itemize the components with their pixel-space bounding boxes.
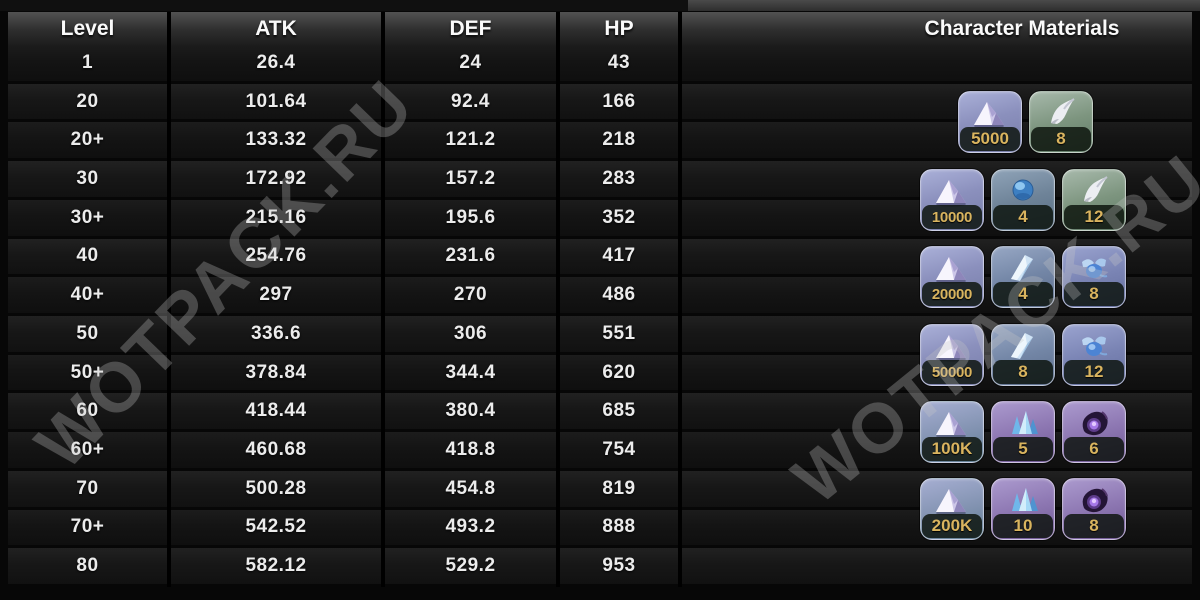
hp-cell: 620 [602, 361, 636, 383]
level-cell: 20+ [70, 129, 105, 151]
table-row: 20 101.64 92.4 166 [8, 83, 1192, 120]
atk-cell: 418.44 [245, 400, 307, 422]
atk-cell: 378.84 [245, 361, 307, 383]
level-cell: 30 [76, 167, 99, 189]
atk-cell: 542.52 [245, 516, 307, 538]
def-cell: 418.8 [445, 438, 496, 460]
table-row: 30 172.92 157.2 283 [8, 161, 1192, 197]
atk-cell: 582.12 [245, 555, 307, 577]
level-cell: 20 [76, 90, 99, 112]
def-cell: 195.6 [445, 206, 496, 228]
def-cell: 306 [453, 322, 488, 344]
hp-cell: 218 [602, 129, 636, 151]
hp-cell: 352 [602, 206, 636, 228]
atk-cell: 500.28 [245, 477, 307, 499]
def-cell: 157.2 [445, 167, 496, 189]
hp-cell: 486 [602, 284, 636, 306]
table-row: 60 418.44 380.4 685 [8, 393, 1192, 430]
def-cell: 92.4 [451, 90, 490, 112]
hp-cell: 551 [602, 322, 636, 344]
def-cell: 344.4 [445, 361, 496, 383]
grid-line [678, 12, 682, 587]
table-row: 1 26.4 24 43 [8, 45, 1192, 81]
def-cell: 380.4 [445, 400, 496, 422]
column-header-def: DEF [449, 16, 492, 40]
atk-cell: 297 [259, 284, 293, 306]
table-body: 1 26.4 24 43 20 101.64 92.4 166 20+ 133.32 121.2 21… [8, 45, 1192, 587]
column-header-character-materials: Character Materials [924, 16, 1120, 40]
column-header-atk: ATK [255, 16, 297, 40]
hp-cell: 754 [602, 438, 636, 460]
hp-cell: 166 [602, 90, 636, 112]
table-row: 50+ 378.84 344.4 620 [8, 354, 1192, 391]
atk-cell: 101.64 [245, 90, 307, 112]
table-row: 70 500.28 454.8 819 [8, 470, 1192, 507]
table-header-row: Level ATK DEF HP Character Materials [8, 12, 1192, 45]
table-row: 20+ 133.32 121.2 218 [8, 122, 1192, 159]
level-cell: 50 [76, 322, 99, 344]
hp-cell: 283 [602, 167, 636, 189]
hp-cell: 685 [602, 400, 636, 422]
hp-cell: 888 [602, 516, 636, 538]
table-row: 30+ 215.16 195.6 352 [8, 199, 1192, 236]
level-cell: 50+ [70, 361, 105, 383]
column-header-level: Level [60, 16, 115, 40]
hp-cell: 43 [607, 51, 631, 73]
level-cell: 70 [76, 477, 99, 499]
def-cell: 529.2 [445, 555, 496, 577]
atk-cell: 460.68 [245, 438, 307, 460]
def-cell: 454.8 [445, 477, 496, 499]
atk-cell: 336.6 [250, 322, 302, 344]
column-header-hp: HP [604, 16, 634, 40]
def-cell: 24 [459, 51, 482, 73]
atk-cell: 254.76 [245, 245, 307, 267]
hp-cell: 953 [602, 555, 636, 577]
level-cell: 70+ [70, 516, 105, 538]
hp-cell: 417 [602, 245, 636, 267]
level-cell: 80 [76, 555, 99, 577]
def-cell: 231.6 [445, 245, 496, 267]
atk-cell: 26.4 [256, 51, 296, 73]
grid-line [167, 12, 171, 587]
table-row: 40+ 297 270 486 [8, 277, 1192, 313]
top-strip-right [688, 0, 1200, 11]
table-row: 40 254.76 231.6 417 [8, 238, 1192, 275]
level-cell: 60+ [70, 438, 105, 460]
table-row: 60+ 460.68 418.8 754 [8, 432, 1192, 468]
top-strip-left [0, 0, 688, 11]
atk-cell: 215.16 [245, 206, 307, 228]
level-cell: 30+ [70, 206, 105, 228]
table-row: 70+ 542.52 493.2 888 [8, 509, 1192, 546]
table-row: 50 336.6 306 551 [8, 315, 1192, 352]
level-cell: 1 [81, 51, 94, 73]
level-cell: 60 [76, 400, 99, 422]
table-row: 80 582.12 529.2 953 [8, 548, 1192, 584]
hp-cell: 819 [602, 477, 636, 499]
level-cell: 40 [76, 245, 99, 267]
atk-cell: 172.92 [245, 167, 307, 189]
level-cell: 40+ [70, 284, 105, 306]
def-cell: 493.2 [445, 516, 496, 538]
grid-line [556, 12, 560, 587]
def-cell: 270 [453, 284, 488, 306]
grid-line [381, 12, 385, 587]
def-cell: 121.2 [445, 129, 496, 151]
atk-cell: 133.32 [245, 129, 307, 151]
